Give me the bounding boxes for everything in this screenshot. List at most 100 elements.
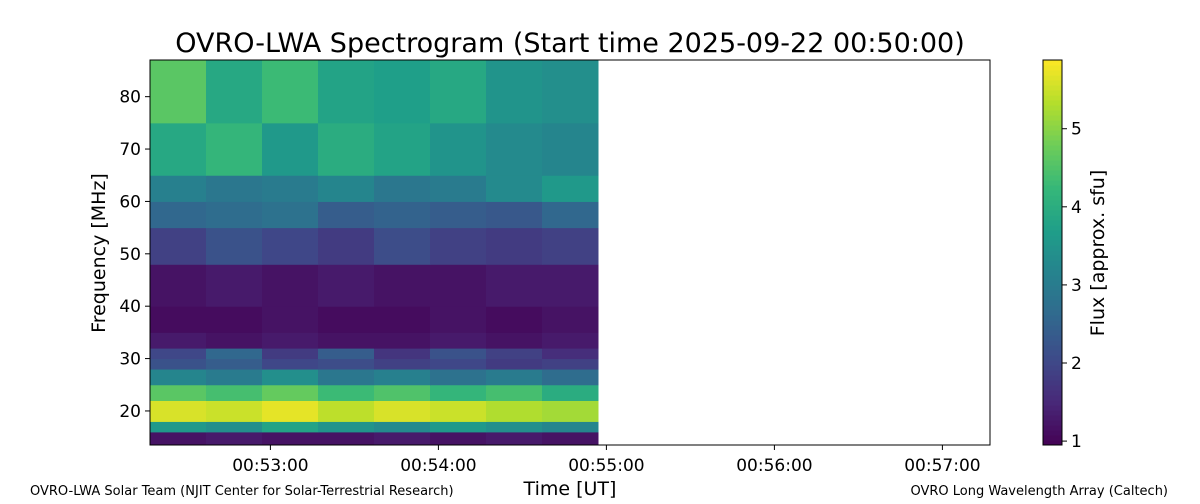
cell: [430, 60, 487, 124]
colorbar-step: [1043, 120, 1062, 126]
cell: [262, 227, 319, 265]
colorbar-step: [1043, 315, 1062, 321]
cell: [486, 358, 543, 370]
colorbar-step: [1043, 250, 1062, 256]
colorbar-step: [1043, 440, 1062, 446]
y-axis-label: Frequency [MHz]: [88, 173, 110, 333]
colorbar-tick-label: 2: [1071, 354, 1082, 374]
colorbar-step: [1043, 145, 1062, 151]
cell: [542, 332, 599, 349]
colorbar-step: [1043, 185, 1062, 191]
cell: [486, 227, 543, 265]
x-tick-label: 00:54:00: [400, 456, 476, 476]
cell: [542, 384, 599, 401]
cell: [486, 332, 543, 349]
cell: [206, 431, 263, 446]
cell: [150, 201, 207, 229]
cell: [150, 264, 207, 307]
cell: [150, 348, 207, 360]
colorbar-step: [1043, 400, 1062, 406]
cell: [150, 227, 207, 265]
colorbar-step: [1043, 135, 1062, 141]
colorbar-step: [1043, 130, 1062, 136]
cell: [374, 122, 431, 176]
colorbar-step: [1043, 305, 1062, 311]
colorbar-step: [1043, 280, 1062, 286]
cell: [150, 421, 207, 433]
colorbar-step: [1043, 345, 1062, 351]
cell: [206, 175, 263, 202]
cell: [486, 421, 543, 433]
colorbar-step: [1043, 285, 1062, 291]
cell: [318, 400, 375, 422]
cell: [206, 122, 263, 176]
cell: [486, 400, 543, 422]
cell: [262, 421, 319, 433]
x-tick-label: 00:55:00: [568, 456, 644, 476]
cell: [262, 201, 319, 229]
colorbar-step: [1043, 230, 1062, 236]
cell: [374, 400, 431, 422]
cell: [542, 264, 599, 307]
cell: [206, 348, 263, 360]
cell: [374, 332, 431, 349]
colorbar-tick-label: 5: [1071, 120, 1082, 140]
colorbar-step: [1043, 355, 1062, 361]
footer-right: OVRO Long Wavelength Array (Caltech): [910, 484, 1168, 499]
colorbar-step: [1043, 170, 1062, 176]
cell: [374, 60, 431, 124]
colorbar-step: [1043, 405, 1062, 411]
colorbar-step: [1043, 90, 1062, 96]
cell: [150, 60, 207, 124]
y-tick-label: 30: [119, 350, 141, 370]
cell: [542, 60, 599, 124]
cell: [486, 60, 543, 124]
cell: [318, 60, 375, 124]
plot-frame: [149, 59, 991, 446]
colorbar-step: [1043, 410, 1062, 416]
cell: [318, 384, 375, 401]
colorbar-step: [1043, 330, 1062, 336]
colorbar-step: [1043, 435, 1062, 441]
cell: [318, 421, 375, 433]
colorbar-step: [1043, 95, 1062, 101]
colorbar-step: [1043, 350, 1062, 356]
cell: [374, 348, 431, 360]
colorbar: [1043, 60, 1062, 446]
colorbar-step: [1043, 255, 1062, 261]
cell: [206, 264, 263, 307]
colorbar-step: [1043, 310, 1062, 316]
cell: [318, 431, 375, 446]
colorbar-step: [1043, 175, 1062, 181]
colorbar-step: [1043, 265, 1062, 271]
y-tick-label: 50: [119, 245, 141, 265]
cell: [262, 348, 319, 360]
colorbar-step: [1043, 75, 1062, 81]
cell: [150, 358, 207, 370]
cell: [150, 332, 207, 349]
colorbar-step: [1043, 320, 1062, 326]
cell: [318, 306, 375, 333]
colorbar-step: [1043, 370, 1062, 376]
colorbar-step: [1043, 60, 1062, 66]
colorbar-step: [1043, 300, 1062, 306]
cell: [542, 227, 599, 265]
cell: [318, 122, 375, 176]
colorbar-step: [1043, 430, 1062, 436]
cell: [206, 60, 263, 124]
cell: [262, 264, 319, 307]
colorbar-frame: [1042, 59, 1063, 446]
cell: [318, 227, 375, 265]
cell: [206, 358, 263, 370]
colorbar-label: Flux [approx. sfu]: [1087, 170, 1109, 337]
cell: [206, 201, 263, 229]
colorbar-step: [1043, 415, 1062, 421]
colorbar-tick-label: 4: [1071, 198, 1082, 218]
colorbar-step: [1043, 360, 1062, 366]
colorbar-step: [1043, 80, 1062, 86]
cells: [150, 60, 599, 446]
colorbar-step: [1043, 295, 1062, 301]
cell: [374, 306, 431, 333]
colorbar-step: [1043, 425, 1062, 431]
cell: [374, 264, 431, 307]
